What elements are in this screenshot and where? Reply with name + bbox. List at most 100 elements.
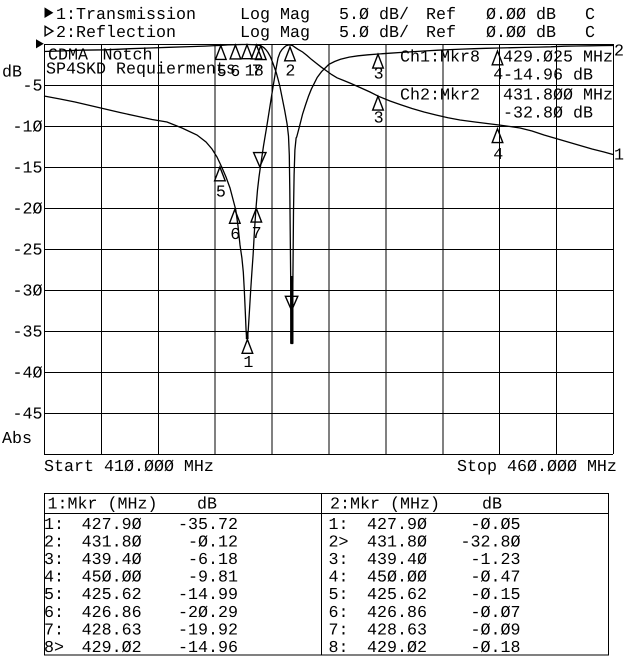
svg-text:2:Reflection: 2:Reflection — [56, 24, 176, 43]
svg-text:Stop 46Ø.ØØØ MHz: Stop 46Ø.ØØØ MHz — [457, 458, 617, 477]
svg-text:Ch1:Mkr8: Ch1:Mkr8 — [400, 49, 480, 68]
svg-text:-2Ø.29: -2Ø.29 — [178, 604, 238, 623]
svg-text:7:: 7: — [44, 621, 64, 640]
svg-text:-Ø.15: -Ø.15 — [471, 586, 521, 605]
svg-text:dB: dB — [2, 64, 22, 83]
svg-text:5:: 5: — [44, 586, 64, 605]
svg-text:428.63: 428.63 — [367, 621, 427, 640]
svg-text:-14.96 dB: -14.96 dB — [503, 67, 593, 86]
svg-text:2: 2 — [285, 63, 295, 82]
svg-text:431.8Ø: 431.8Ø — [367, 533, 427, 552]
svg-text:-45: -45 — [13, 406, 43, 425]
svg-text:3:: 3: — [329, 551, 349, 570]
svg-text:6:: 6: — [44, 604, 64, 623]
svg-text:3:: 3: — [44, 551, 64, 570]
svg-text:45Ø.ØØ: 45Ø.ØØ — [367, 569, 427, 588]
svg-text:1:: 1: — [329, 516, 349, 535]
svg-text:-32.8Ø dB: -32.8Ø dB — [503, 105, 593, 124]
svg-text:-6.18: -6.18 — [188, 551, 238, 570]
svg-text:-35: -35 — [13, 324, 43, 343]
svg-text:45Ø.ØØ: 45Ø.ØØ — [82, 569, 142, 588]
svg-text:dB: dB — [197, 496, 217, 515]
svg-text:6: 6 — [230, 226, 240, 245]
svg-text:dB: dB — [482, 496, 502, 515]
svg-text:Ch2:Mkr2: Ch2:Mkr2 — [400, 87, 480, 106]
svg-text:425.62: 425.62 — [367, 586, 427, 605]
svg-text:-25: -25 — [13, 242, 43, 261]
svg-text:3: 3 — [374, 66, 384, 85]
svg-text:4: 4 — [493, 66, 503, 85]
svg-text:7: 7 — [252, 63, 262, 82]
svg-text:427.9Ø: 427.9Ø — [367, 516, 427, 535]
svg-text:427.9Ø: 427.9Ø — [82, 516, 142, 535]
svg-text:-1.23: -1.23 — [471, 551, 521, 570]
svg-text:7: 7 — [252, 225, 262, 244]
svg-text:428.63: 428.63 — [82, 621, 142, 640]
svg-text:429.Ø25 MHz: 429.Ø25 MHz — [503, 49, 613, 68]
svg-text:Ref: Ref — [426, 6, 456, 25]
svg-text:1:Transmission: 1:Transmission — [56, 6, 196, 25]
svg-text:5: 5 — [216, 184, 226, 203]
svg-text:CDMA: CDMA — [48, 47, 88, 66]
svg-text:429.Ø2: 429.Ø2 — [367, 639, 427, 658]
svg-text:-Ø.12: -Ø.12 — [188, 533, 238, 552]
svg-text:439.4Ø: 439.4Ø — [367, 551, 427, 570]
svg-text:-32.8Ø: -32.8Ø — [461, 533, 521, 552]
svg-text:Notch: Notch — [103, 47, 153, 66]
svg-text:-19.92: -19.92 — [178, 621, 238, 640]
svg-text:SP4SKD Requierments: SP4SKD Requierments — [46, 60, 236, 79]
svg-text:1: 1 — [614, 147, 624, 166]
svg-text:-1Ø: -1Ø — [13, 119, 43, 138]
svg-text:Log Mag: Log Mag — [240, 24, 310, 43]
svg-text:-15: -15 — [13, 160, 43, 179]
svg-text:2>: 2> — [329, 533, 349, 552]
svg-text:6:: 6: — [329, 604, 349, 623]
svg-text:8: 8 — [254, 63, 264, 82]
svg-text:8:: 8: — [329, 639, 349, 658]
svg-text:-14.96: -14.96 — [178, 639, 238, 658]
svg-text:4:: 4: — [329, 569, 349, 588]
svg-text:431.8Ø: 431.8Ø — [82, 533, 142, 552]
svg-text:5: 5 — [217, 63, 227, 82]
svg-text:Ø.ØØ dB: Ø.ØØ dB — [486, 6, 556, 25]
svg-text:-4Ø: -4Ø — [13, 365, 43, 384]
svg-text:5.Ø dB/: 5.Ø dB/ — [339, 6, 409, 25]
svg-text:1:: 1: — [44, 516, 64, 535]
svg-text:4:: 4: — [44, 569, 64, 588]
svg-text:426.86: 426.86 — [367, 604, 427, 623]
svg-text:-Ø.Ø9: -Ø.Ø9 — [471, 621, 521, 640]
svg-text:439.4Ø: 439.4Ø — [82, 551, 142, 570]
svg-text:1: 1 — [243, 354, 253, 373]
svg-text:6: 6 — [230, 63, 240, 82]
svg-text:2:Mkr (MHz): 2:Mkr (MHz) — [330, 496, 440, 515]
svg-text:5:: 5: — [329, 586, 349, 605]
svg-text:-2Ø: -2Ø — [13, 201, 43, 220]
svg-text:1:Mkr (MHz): 1:Mkr (MHz) — [48, 496, 158, 515]
svg-text:2:: 2: — [44, 533, 64, 552]
svg-text:3: 3 — [374, 109, 384, 128]
svg-text:7:: 7: — [329, 621, 349, 640]
svg-text:C: C — [585, 6, 595, 25]
svg-text:-Ø.18: -Ø.18 — [471, 639, 521, 658]
svg-text:-9.81: -9.81 — [188, 569, 238, 588]
svg-text:-14.99: -14.99 — [178, 586, 238, 605]
svg-text:8>: 8> — [44, 639, 64, 658]
svg-text:-Ø.Ø5: -Ø.Ø5 — [471, 516, 521, 535]
svg-text:426.86: 426.86 — [82, 604, 142, 623]
svg-text:Ø.ØØ dB: Ø.ØØ dB — [486, 24, 556, 43]
svg-text:-Ø.47: -Ø.47 — [471, 569, 521, 588]
svg-text:-Ø.Ø7: -Ø.Ø7 — [471, 604, 521, 623]
svg-text:1: 1 — [245, 63, 255, 82]
svg-text:Log Mag: Log Mag — [240, 6, 310, 25]
svg-text:-35.72: -35.72 — [178, 516, 238, 535]
svg-text:429.Ø2: 429.Ø2 — [82, 639, 142, 658]
svg-text:C: C — [585, 24, 595, 43]
svg-text:-3Ø: -3Ø — [13, 283, 43, 302]
svg-text:Start 41Ø.ØØØ MHz: Start 41Ø.ØØØ MHz — [44, 458, 214, 477]
svg-text:5.Ø dB/: 5.Ø dB/ — [339, 24, 409, 43]
svg-text:2: 2 — [614, 43, 624, 62]
svg-text:Ref: Ref — [426, 24, 456, 43]
svg-text:425.62: 425.62 — [82, 586, 142, 605]
svg-text:431.8ØØ MHz: 431.8ØØ MHz — [503, 87, 613, 106]
svg-text:-5: -5 — [23, 78, 43, 97]
